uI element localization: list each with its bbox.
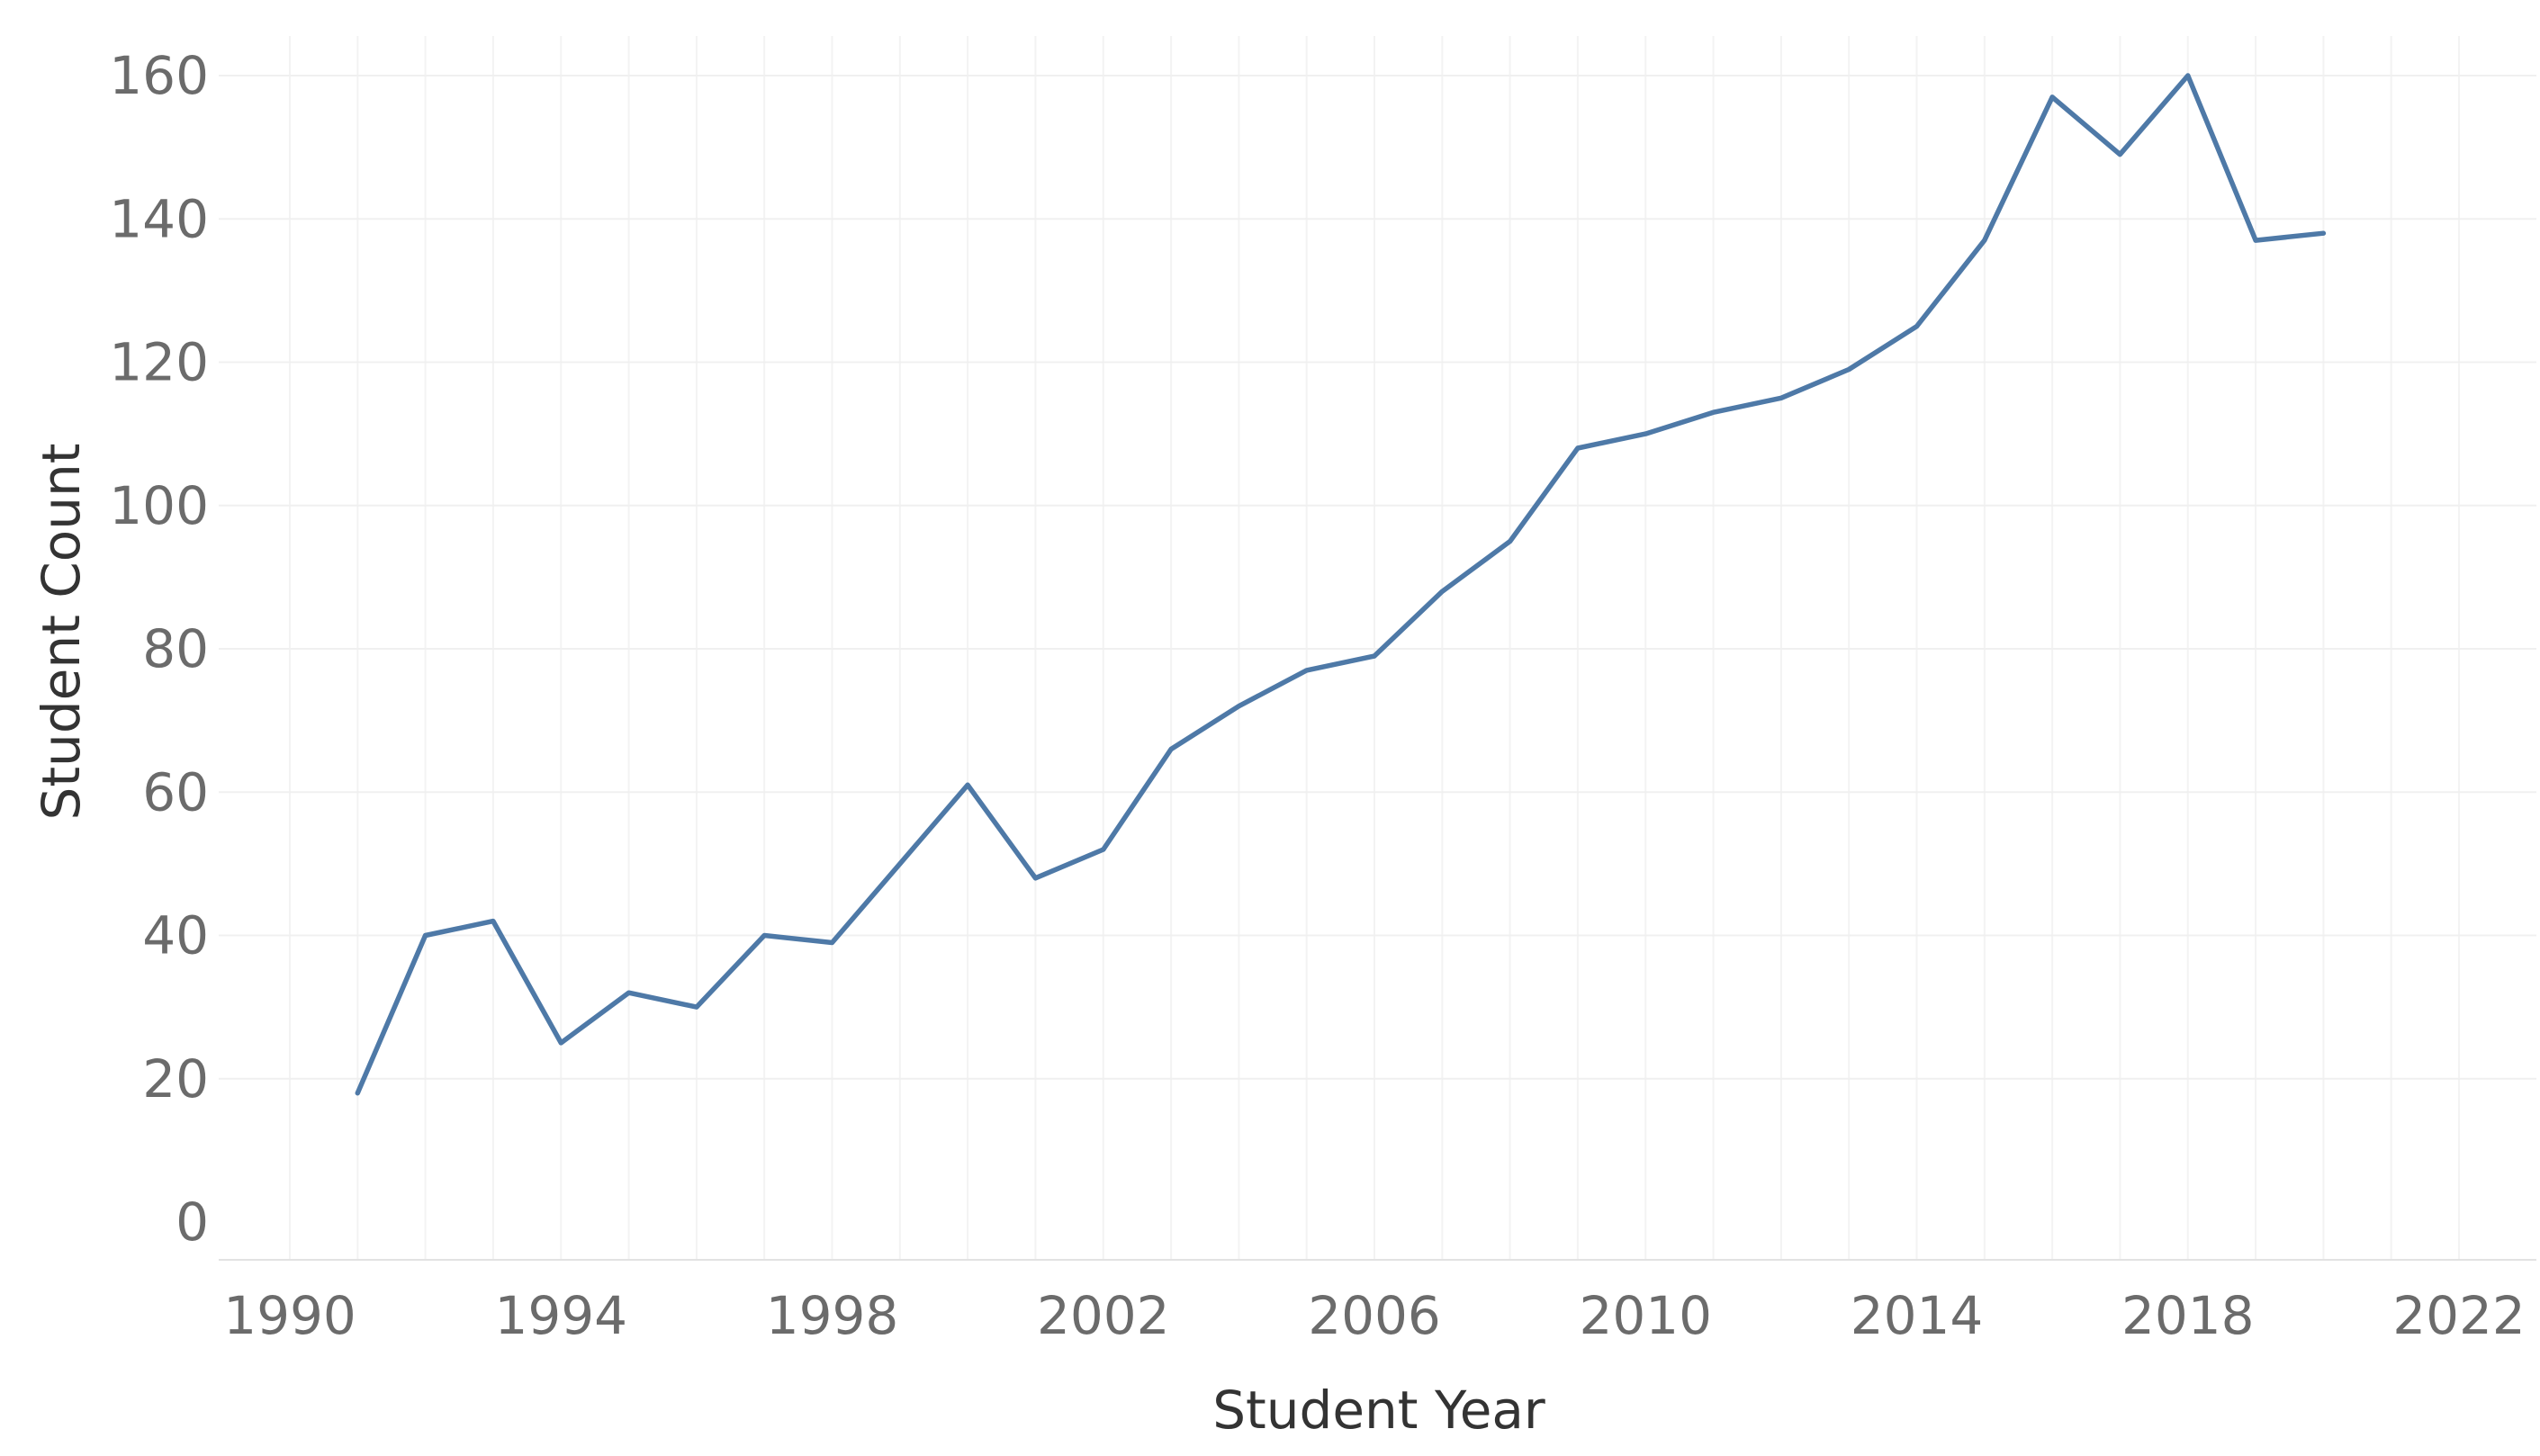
x-tick-label: 2002 <box>1037 1285 1170 1346</box>
data-point[interactable] <box>1637 426 1653 442</box>
x-tick-label: 1998 <box>766 1285 899 1346</box>
data-point[interactable] <box>2044 89 2060 105</box>
data-point[interactable] <box>1299 662 1315 679</box>
y-tick-label: 140 <box>109 188 209 249</box>
x-tick-label: 2018 <box>2121 1285 2255 1346</box>
y-tick-label: 160 <box>109 45 209 106</box>
data-point[interactable] <box>2180 67 2196 84</box>
data-point[interactable] <box>892 856 908 872</box>
x-axis-title: Student Year <box>1212 1380 1545 1441</box>
data-point[interactable] <box>1366 648 1383 664</box>
data-point[interactable] <box>2315 225 2331 241</box>
y-axis-title: Student Count <box>31 444 92 821</box>
y-axis-ticks: 0 20 40 60 80 100 120 140 160 <box>109 45 209 1253</box>
data-point[interactable] <box>2247 232 2264 248</box>
y-tick-label: 120 <box>109 332 209 393</box>
x-tick-label: 2022 <box>2392 1285 2526 1346</box>
x-tick-label: 1994 <box>494 1285 627 1346</box>
data-point[interactable] <box>1909 319 1925 335</box>
data-point[interactable] <box>824 934 841 950</box>
data-point[interactable] <box>1163 741 1179 757</box>
data-point[interactable] <box>418 928 434 944</box>
y-tick-label: 0 <box>176 1191 209 1253</box>
y-tick-label: 100 <box>109 475 209 536</box>
data-point[interactable] <box>349 1085 365 1101</box>
data-point[interactable] <box>1773 390 1789 406</box>
data-point[interactable] <box>1434 583 1450 599</box>
x-tick-label: 1990 <box>223 1285 356 1346</box>
x-tick-label: 2010 <box>1579 1285 1712 1346</box>
data-point[interactable] <box>1706 404 1722 420</box>
y-tick-label: 20 <box>142 1048 209 1110</box>
data-point[interactable] <box>1095 841 1112 858</box>
data-point[interactable] <box>959 777 976 793</box>
y-tick-label: 40 <box>142 905 209 966</box>
y-tick-label: 80 <box>142 618 209 679</box>
y-tick-label: 60 <box>142 761 209 822</box>
series-line <box>355 73 2327 1096</box>
data-point[interactable] <box>2112 147 2128 163</box>
data-point[interactable] <box>553 1035 569 1051</box>
y-gridlines <box>219 75 2536 1080</box>
data-point[interactable] <box>1977 232 1993 248</box>
data-point[interactable] <box>485 913 501 930</box>
series-layer <box>349 67 2331 1101</box>
data-point[interactable] <box>1841 361 1857 377</box>
data-point[interactable] <box>1570 440 1586 456</box>
data-point[interactable] <box>1230 698 1247 715</box>
x-tick-label: 2014 <box>1851 1285 1984 1346</box>
x-axis-ticks: 1990 1994 1998 2002 2006 2010 2014 2018 2022 <box>223 1285 2526 1346</box>
data-point[interactable] <box>689 999 705 1015</box>
data-point[interactable] <box>1502 534 1518 550</box>
data-point[interactable] <box>1027 870 1043 886</box>
x-tick-label: 2006 <box>1308 1285 1441 1346</box>
data-point[interactable] <box>621 984 637 1001</box>
data-point[interactable] <box>756 928 772 944</box>
